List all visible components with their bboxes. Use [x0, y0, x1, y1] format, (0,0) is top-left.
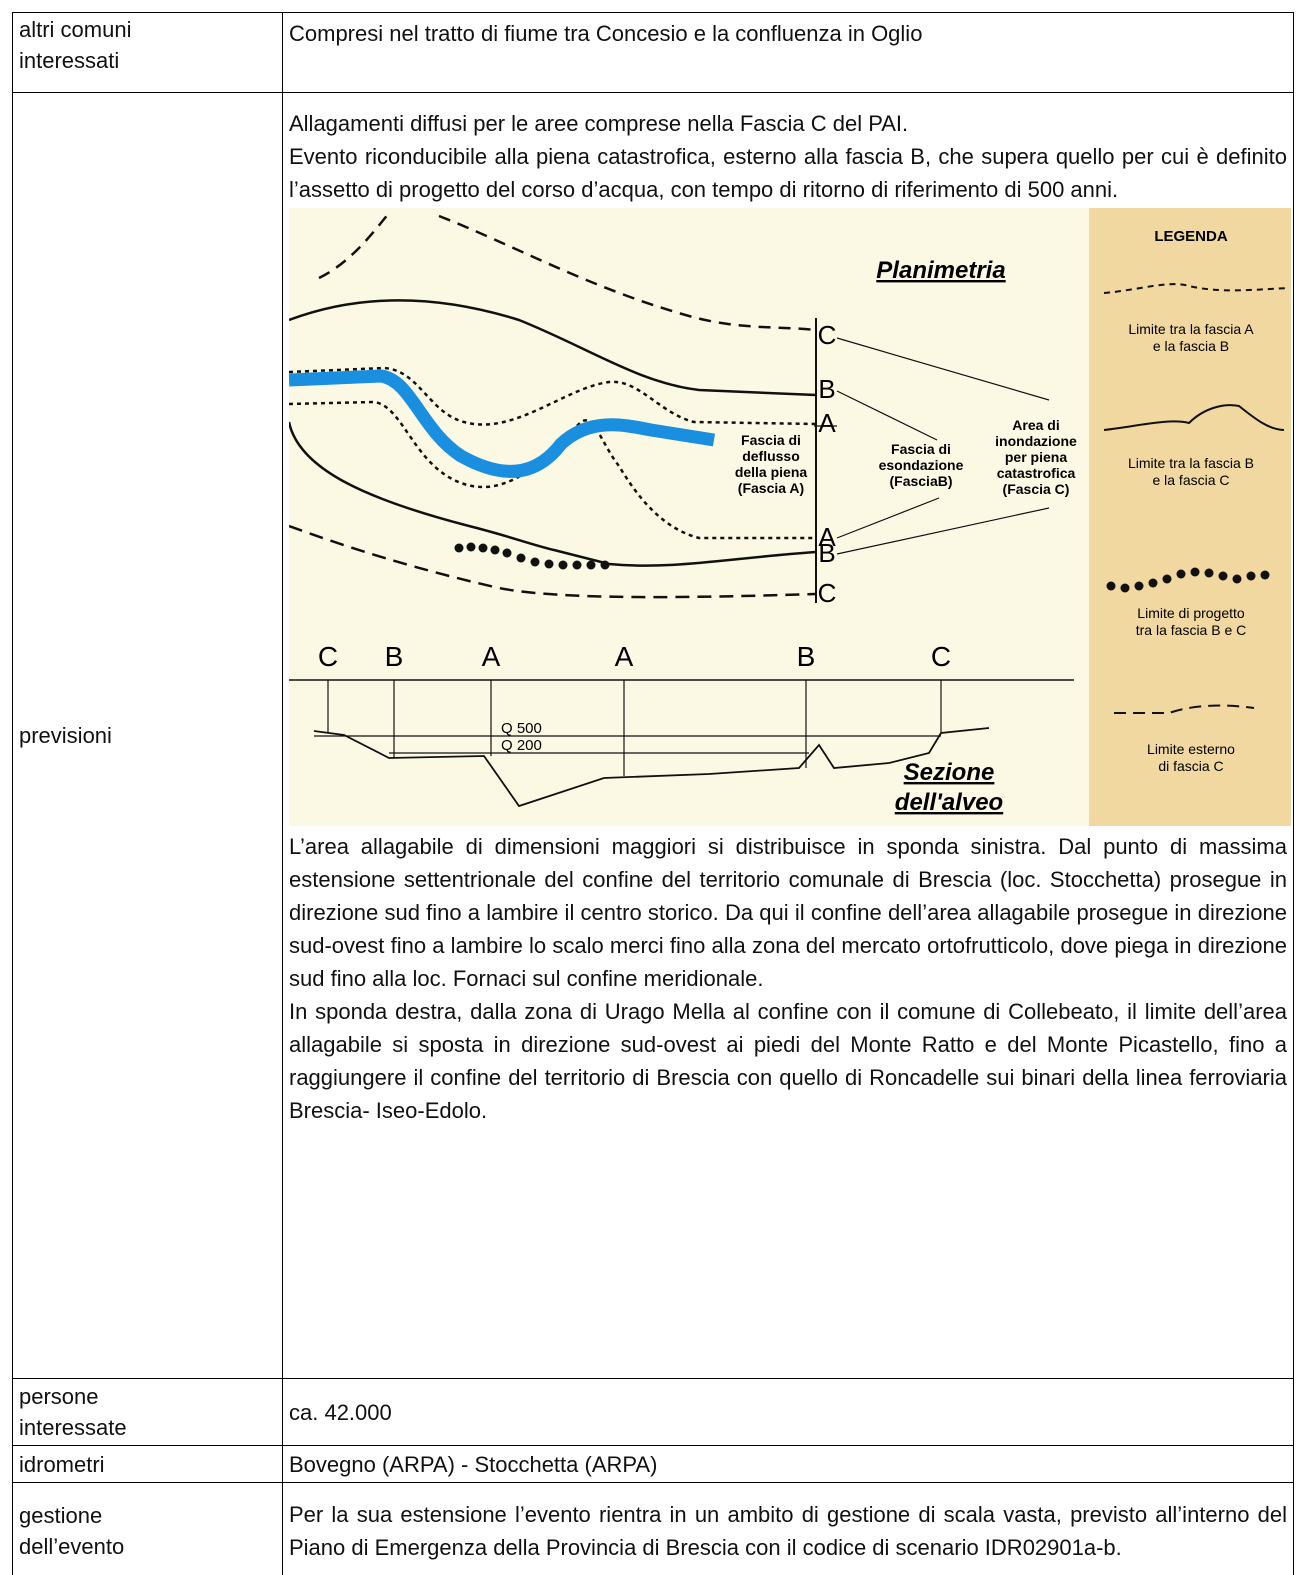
- row: previsioni Allagamenti diffusi per le ar…: [12, 92, 1294, 1379]
- zone-label: inondazione: [995, 433, 1077, 449]
- zone-label: (FasciaB): [889, 473, 952, 489]
- cell-text: Per la sua estensione l’evento rientra i…: [289, 1501, 1287, 1560]
- cell-text: Bovegno (ARPA) - Stocchetta (ARPA): [289, 1451, 658, 1477]
- label-line: dell’evento: [19, 1533, 125, 1559]
- paragraph: L’area allagabile di dimensioni maggiori…: [289, 834, 1287, 991]
- flow-label: Q 200: [501, 737, 542, 754]
- plan-label: C: [818, 578, 837, 608]
- paragraph: In sponda destra, dalla zona di Urago Me…: [289, 999, 1287, 1123]
- text-cell: Bovegno (ARPA) - Stocchetta (ARPA): [282, 1445, 1294, 1483]
- row: gestione dell’evento Per la sua estension…: [12, 1482, 1294, 1575]
- text-cell: Allagamenti diffusi per le aree comprese…: [282, 92, 1294, 1379]
- label-cell: persone interessate: [12, 1378, 283, 1446]
- legend-label: Limite tra la fascia B: [1128, 455, 1254, 471]
- zone-label: (Fascia A): [738, 480, 804, 496]
- zone-label: deflusso: [742, 448, 800, 464]
- row: idrometri Bovegno (ARPA) - Stocchetta (A…: [12, 1445, 1294, 1483]
- legend-label: Limite esterno: [1147, 741, 1235, 757]
- section-label: B: [385, 641, 404, 672]
- paragraph: Allagamenti diffusi per le aree comprese…: [289, 111, 909, 136]
- row: persone interessate ca. 42.000: [12, 1378, 1294, 1446]
- legend-title: LEGENDA: [1154, 228, 1228, 245]
- cell-text: Compresi nel tratto di fiume tra Concesi…: [289, 21, 923, 46]
- section-label: B: [797, 641, 816, 672]
- plan-label: B: [818, 538, 835, 568]
- scenario-table: altri comuni interessati Compresi nel tra…: [12, 12, 1294, 1575]
- label-line: persone: [19, 1384, 99, 1409]
- zone-label: Fascia di: [741, 432, 801, 448]
- legend-label: e la fascia B: [1153, 338, 1229, 354]
- label-cell: previsioni: [12, 92, 283, 1379]
- label-cell: idrometri: [12, 1445, 283, 1483]
- label-cell: altri comuni interessati: [12, 12, 283, 93]
- cell-text: ca. 42.000: [289, 1399, 392, 1425]
- paragraph: Evento riconducibile alla piena catastro…: [289, 144, 1287, 202]
- label-line: previsioni: [19, 723, 112, 748]
- zone-label: Fascia di: [891, 441, 951, 457]
- row: altri comuni interessati Compresi nel tra…: [12, 12, 1294, 93]
- plan-title: Planimetria: [876, 257, 1005, 284]
- plan-label: C: [818, 320, 837, 350]
- section-label: A: [615, 641, 634, 672]
- zone-label: catastrofica: [997, 465, 1076, 481]
- label-line: gestione: [19, 1502, 103, 1528]
- plan-label: A: [818, 408, 836, 438]
- label-line: interessati: [19, 48, 120, 73]
- legend-label: tra la fascia B e C: [1136, 622, 1247, 638]
- section-title: dell'alveo: [895, 789, 1003, 816]
- label-cell: gestione dell’evento: [12, 1482, 283, 1575]
- legend-label: di fascia C: [1158, 758, 1223, 774]
- legend-label: Limite di progetto: [1137, 605, 1245, 621]
- zone-label: della piena: [735, 464, 808, 480]
- zone-label: (Fascia C): [1003, 481, 1070, 497]
- text-cell: Compresi nel tratto di fiume tra Concesi…: [282, 12, 1294, 93]
- zone-label: per piena: [1005, 449, 1067, 465]
- plan-label: B: [818, 374, 835, 404]
- zone-label: Area di: [1012, 417, 1059, 433]
- legend-label: Limite tra la fascia A: [1128, 321, 1254, 337]
- flow-label: Q 500: [501, 720, 542, 737]
- text-cell: ca. 42.000: [282, 1378, 1294, 1446]
- section-label: A: [482, 641, 501, 672]
- text-cell: Per la sua estensione l’evento rientra i…: [282, 1482, 1294, 1575]
- section-label: C: [318, 641, 338, 672]
- label-line: idrometri: [19, 1451, 105, 1477]
- plan-label: A: [818, 522, 836, 552]
- section-title: Sezione: [904, 759, 995, 786]
- section-label: C: [931, 641, 951, 672]
- label-line: interessate: [19, 1415, 127, 1440]
- label-line: altri comuni: [19, 17, 132, 42]
- legend-label: e la fascia C: [1152, 472, 1229, 488]
- zone-label: esondazione: [879, 457, 964, 473]
